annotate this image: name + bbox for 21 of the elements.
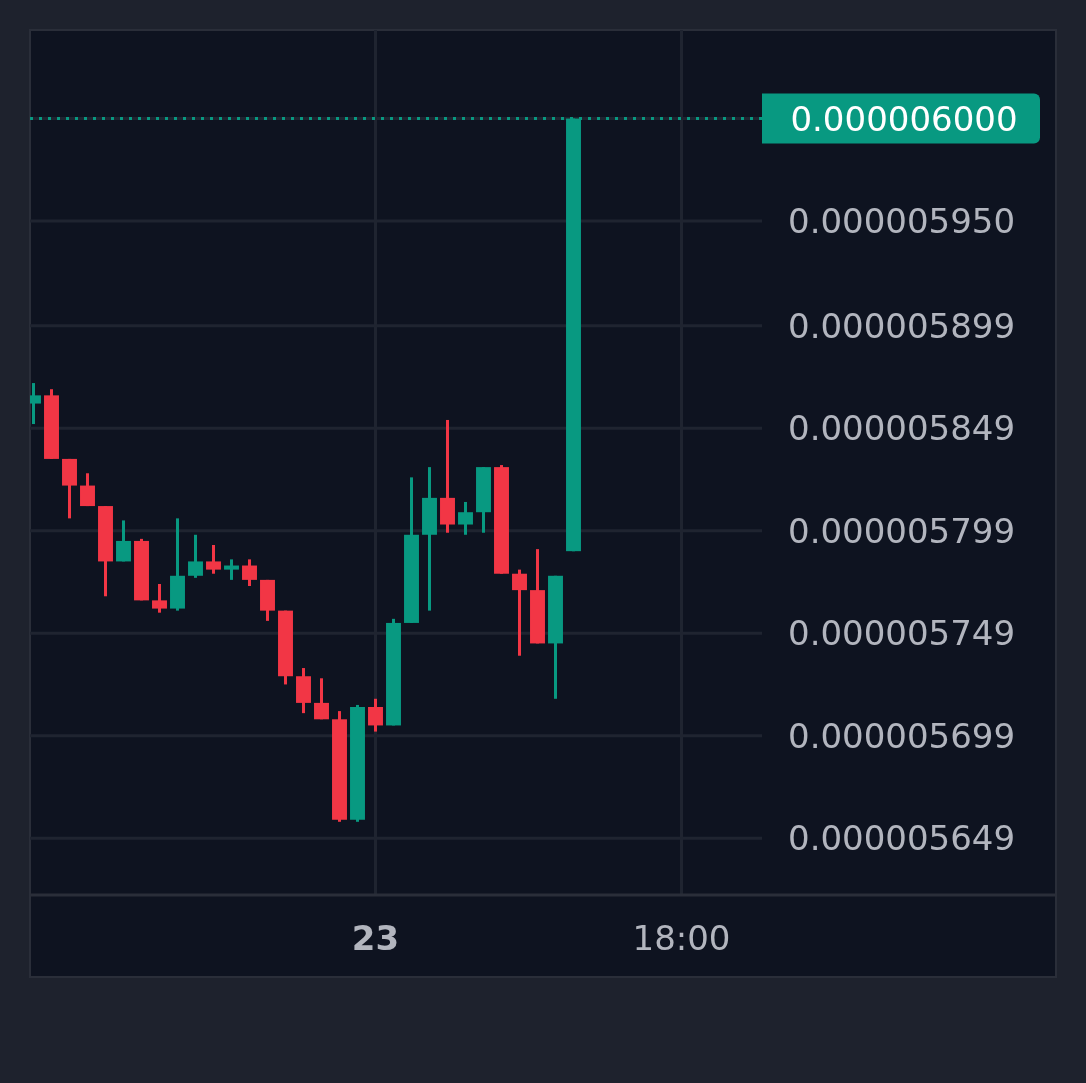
candlestick	[458, 501, 473, 535]
x-tick-label: 23	[351, 918, 400, 958]
y-tick-label: 0.000005649	[788, 818, 1016, 859]
x-tick-label: 18:00	[632, 918, 731, 958]
candlestick	[314, 678, 329, 720]
candlestick	[224, 559, 239, 580]
y-tick-label: 0.000005749	[788, 613, 1016, 654]
y-tick-label: 0.000005899	[788, 305, 1016, 346]
y-tick-label: 0.000005799	[788, 510, 1016, 551]
y-tick-label: 0.000005699	[788, 715, 1016, 756]
candlestick	[512, 569, 527, 656]
ref-line-label: 0.000006000	[790, 98, 1018, 139]
candlestick	[116, 520, 131, 562]
candlestick	[188, 533, 203, 578]
y-tick-label: 0.000005950	[788, 201, 1016, 242]
candlestick	[152, 583, 167, 613]
candlestick	[368, 697, 383, 732]
candlestick	[206, 545, 221, 574]
y-tick-label: 0.000005849	[788, 408, 1016, 449]
candlestick	[80, 473, 95, 508]
candlestick	[242, 559, 257, 587]
